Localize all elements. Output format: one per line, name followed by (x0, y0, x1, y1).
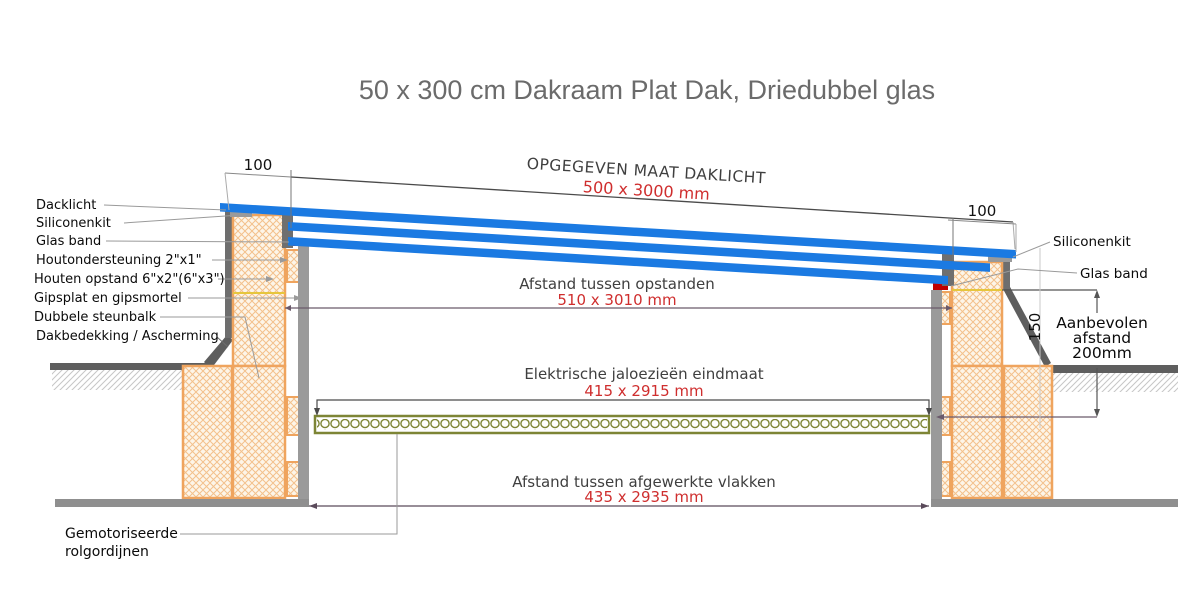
page-title: 50 x 300 cm Dakraam Plat Dak, Driedubbel… (359, 75, 935, 105)
leader-dakbedekking (216, 336, 229, 348)
arrow-jaloezie-right (926, 408, 932, 416)
arrow-gipsplat (294, 295, 302, 301)
right-ceiling-board (931, 499, 1178, 507)
left-support-beam-inner (231, 364, 287, 500)
leader-dacklicht (103, 204, 227, 211)
glass-pane-middle (288, 222, 990, 272)
right-upstand-cladding (1003, 262, 1010, 289)
right-roof-membrane (1046, 365, 1178, 373)
right-gypsum-board (931, 290, 942, 507)
label-aanbevolen-3: 200mm (1072, 344, 1132, 362)
label-aanbevolen-2: afstand (1073, 329, 1131, 347)
left-ceiling-board (55, 499, 309, 507)
left-wall (181, 211, 309, 507)
right-support-beam-inner (950, 364, 1004, 500)
left-glazing-spacer (282, 214, 293, 248)
right-glass-band (933, 282, 948, 290)
ext-line-100-left (224, 172, 230, 211)
dim-line-jaloezie (316, 399, 930, 413)
label-siliconenkit-left: Siliconenkit (36, 216, 111, 231)
bottom-label: Gemotoriseerde rolgordijnen (65, 526, 178, 560)
dim-line-100-right (947, 219, 1017, 225)
label-dakbedekking: Dakbedekking / Ascherming (36, 329, 219, 344)
label-rolgordijnen-1: Gemotoriseerde (65, 526, 178, 542)
right-label-column: Siliconenkit Glas band Aanbevolen afstan… (1026, 234, 1148, 362)
leader-glasband-right (950, 268, 1078, 287)
label-siliconenkit-right: Siliconenkit (1053, 234, 1131, 250)
leader-siliconenkit-left (123, 214, 241, 224)
leader-siliconenkit-right (1012, 241, 1051, 258)
dim-opstanden-label: Afstand tussen opstanden (519, 275, 715, 293)
left-label-column: Dacklicht Siliconenkit Glas band Houtond… (34, 198, 225, 344)
left-silicone-cap (230, 211, 252, 217)
right-support-beam-outer (1002, 364, 1054, 500)
label-rolgordijnen-2: rolgordijnen (65, 544, 149, 560)
dim-line-top (290, 176, 1014, 223)
arrow-aanbevolen-down (1094, 409, 1100, 417)
right-roof-upturn-diagonal (1003, 285, 1051, 367)
glass-pane-bottom (288, 237, 948, 285)
right-silicone-cap (988, 256, 1012, 262)
arrow-houtondersteuning (280, 257, 288, 263)
label-glasband-right: Glas band (1080, 266, 1148, 282)
dimension-texts: 100 100 OPGEGEVEN MAAT DAKLICHT 500 x 30… (244, 155, 997, 506)
label-houtondersteuning: Houtondersteuning 2"x1" (36, 253, 202, 268)
leader-dubbele-steunbalk (160, 316, 260, 379)
left-roof-membrane (50, 363, 207, 370)
left-wood-support-block (286, 249, 300, 283)
dim-vlakken-label: Afstand tussen afgewerkte vlakken (512, 473, 775, 491)
leader-glasband-left (105, 240, 290, 243)
blinds-bar (313, 414, 931, 435)
left-gypsum-board (298, 240, 309, 507)
label-gipsplat: Gipsplat en gipsmortel (34, 291, 182, 306)
dim-jaloezie-label: Elektrische jaloezieën eindmaat (524, 365, 763, 383)
glass-pane-top (220, 203, 1016, 259)
ceiling (55, 499, 1178, 507)
arrow-opstanden-left (285, 305, 291, 311)
left-roof-upturn-diagonal (204, 335, 233, 369)
arrow-houten-opstand (266, 276, 274, 282)
left-batten-lower (286, 461, 300, 497)
dim-vlakken-value: 435 x 2935 mm (584, 488, 703, 506)
left-upstand-timber (231, 213, 287, 368)
dim-opstanden-value: 510 x 3010 mm (557, 291, 676, 309)
arrow-blinds-level-left (936, 414, 944, 420)
label-dubbele-steunbalk: Dubbele steunbalk (34, 310, 157, 325)
label-aanbevolen-1: Aanbevolen (1056, 314, 1148, 332)
left-support-beam-outer (181, 364, 234, 500)
arrow-aanbevolen-up (1094, 290, 1100, 298)
arrow-vlakken-right (921, 503, 929, 509)
label-dacklicht: Dacklicht (36, 198, 96, 213)
right-wall (931, 256, 1054, 507)
dim-line-100-left (224, 172, 292, 178)
label-houten-opstand: Houten opstand 6"x2"(6"x3") (34, 272, 225, 287)
dim-jaloezie-value: 415 x 2915 mm (584, 382, 703, 400)
dim-150: 150 (1026, 313, 1044, 342)
leader-lines (103, 204, 1078, 535)
arrow-vlakken-left (309, 503, 317, 509)
blinds-slats (317, 419, 927, 430)
left-batten-upper (286, 396, 300, 436)
label-glasband-left: Glas band (36, 234, 101, 249)
arrow-opstanden-right (946, 305, 952, 311)
left-upstand-cladding (225, 211, 232, 338)
ext-line-top-right (1012, 221, 1016, 250)
dimension-lines (224, 170, 1100, 509)
arrow-jaloezie-left (314, 408, 320, 416)
dim-100-right: 100 (968, 202, 997, 220)
dim-100-left: 100 (244, 156, 273, 174)
right-upstand-timber (950, 260, 1004, 368)
glass-panes (220, 203, 1016, 286)
leader-rolgordijnen (180, 434, 398, 535)
